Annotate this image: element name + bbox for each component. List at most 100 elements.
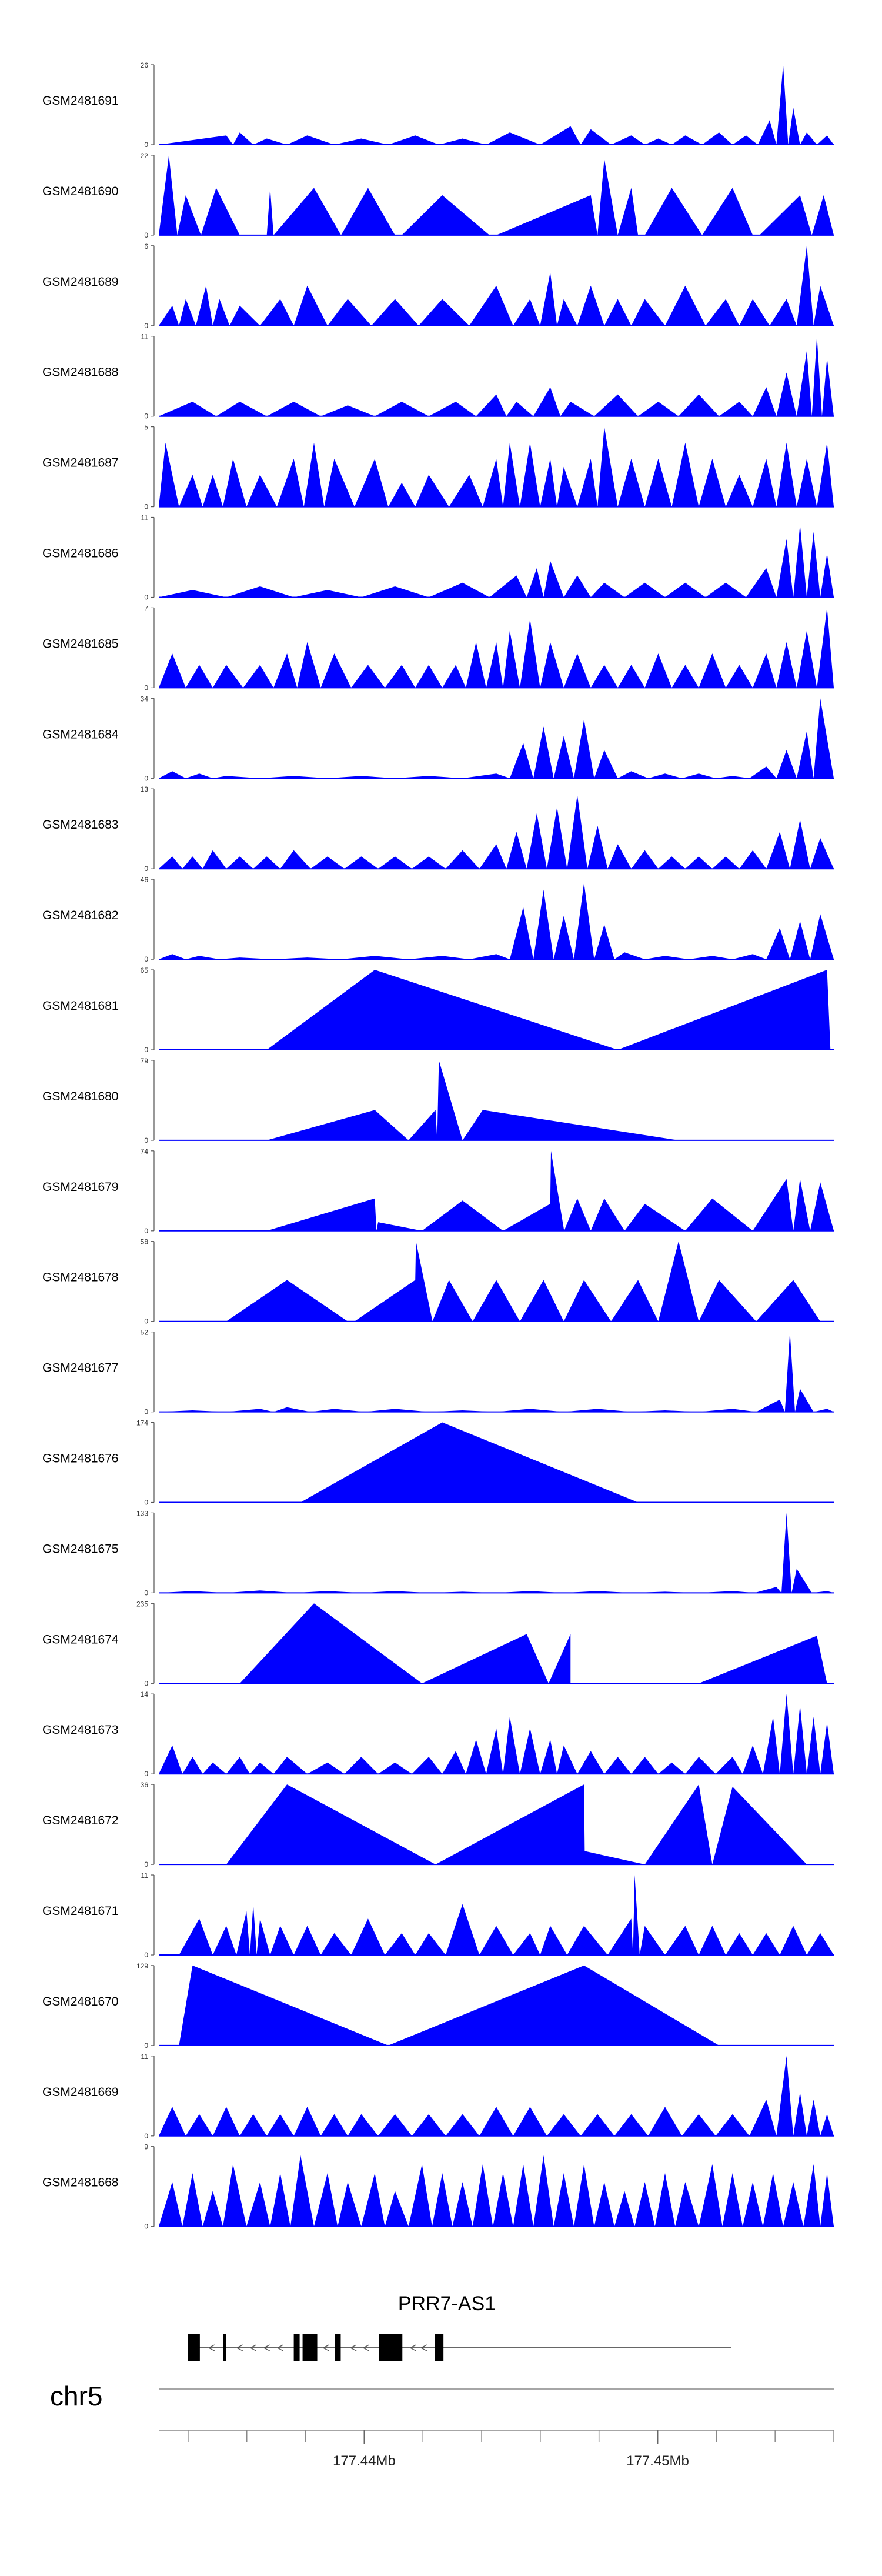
coverage-area <box>159 1875 834 1955</box>
coverage-area <box>159 1150 834 1231</box>
track-label: GSM2481690 <box>42 185 119 198</box>
y-tick-label-min: 0 <box>144 1408 148 1416</box>
track-label: GSM2481673 <box>42 1723 119 1737</box>
track-GSM2481688: GSM2481688 11 0 <box>42 333 834 421</box>
y-tick-label-max: 26 <box>141 61 149 69</box>
y-tick-label-max: 6 <box>144 242 148 251</box>
track-label: GSM2481670 <box>42 1995 119 2008</box>
track-label: GSM2481675 <box>42 1542 119 1556</box>
y-tick-label-min: 0 <box>144 1589 148 1597</box>
strand-chevron-icon <box>236 2344 243 2351</box>
track-label: GSM2481669 <box>42 2086 119 2099</box>
y-tick-label-max: 79 <box>141 1057 149 1065</box>
strand-chevron-icon <box>208 2344 215 2351</box>
strand-chevron-icon <box>362 2344 370 2351</box>
y-tick-label-min: 0 <box>144 1860 148 1868</box>
y-tick-label-min: 0 <box>144 1499 148 1507</box>
strand-chevron-icon <box>420 2344 427 2351</box>
track-label: GSM2481689 <box>42 275 119 289</box>
track-GSM2481691: GSM2481691 26 0 <box>42 61 834 149</box>
track-GSM2481676: GSM2481676 174 0 <box>42 1419 834 1507</box>
y-tick-label-min: 0 <box>144 503 148 511</box>
coverage-area <box>159 336 834 416</box>
y-tick-label-max: 129 <box>136 1962 148 1970</box>
coverage-area <box>159 524 834 598</box>
y-tick-label-min: 0 <box>144 1046 148 1054</box>
gene-exon <box>379 2334 403 2361</box>
track-GSM2481669: GSM2481669 11 0 <box>42 2053 834 2140</box>
y-tick-label-min: 0 <box>144 141 148 149</box>
track-label: GSM2481680 <box>42 1090 119 1103</box>
y-tick-label-max: 11 <box>141 333 149 341</box>
y-tick-label-max: 9 <box>144 2143 148 2151</box>
y-tick-label-max: 235 <box>136 1600 148 1608</box>
y-tick-label-max: 7 <box>144 604 148 612</box>
chromosome-label: chr5 <box>50 2381 102 2411</box>
track-GSM2481683: GSM2481683 13 0 <box>42 785 834 873</box>
y-tick-label-min: 0 <box>144 1136 148 1144</box>
track-label: GSM2481685 <box>42 637 119 650</box>
track-GSM2481670: GSM2481670 129 0 <box>42 1962 834 2050</box>
track-label: GSM2481668 <box>42 2176 119 2190</box>
coverage-area <box>159 1603 834 1684</box>
coverage-area <box>159 1694 834 1774</box>
coverage-area <box>159 1332 834 1412</box>
track-GSM2481690: GSM2481690 22 0 <box>42 152 834 239</box>
coverage-area <box>159 1965 834 2046</box>
y-tick-label-min: 0 <box>144 593 148 602</box>
gene-annotation-track: PRR7-AS1 <box>188 2293 731 2361</box>
strand-chevron-icon <box>249 2344 257 2351</box>
track-label: GSM2481682 <box>42 909 119 922</box>
track-GSM2481681: GSM2481681 65 0 <box>42 966 834 1054</box>
track-GSM2481675: GSM2481675 133 0 <box>42 1509 834 1597</box>
y-tick-label-max: 11 <box>141 2053 149 2061</box>
strand-chevron-icon <box>276 2344 283 2351</box>
y-tick-label-max: 74 <box>141 1147 149 1156</box>
coverage-tracks: GSM2481691260GSM2481690220GSM248168960GS… <box>42 61 834 2231</box>
coverage-area <box>159 1060 834 1140</box>
y-tick-label-min: 0 <box>144 1770 148 1778</box>
gene-name-label: PRR7-AS1 <box>398 2293 496 2315</box>
track-label: GSM2481686 <box>42 547 119 560</box>
coverage-area <box>159 245 834 326</box>
y-tick-label-min: 0 <box>144 231 148 239</box>
genome-axis: chr5 177.44Mb 177.45Mb <box>50 2381 834 2469</box>
coverage-area <box>159 608 834 688</box>
y-tick-label-min: 0 <box>144 683 148 692</box>
track-GSM2481680: GSM2481680 79 0 <box>42 1057 834 1144</box>
coverage-area <box>159 698 834 779</box>
y-tick-label-max: 5 <box>144 423 148 432</box>
track-label: GSM2481677 <box>42 1362 119 1375</box>
track-GSM2481674: GSM2481674 235 0 <box>42 1600 834 1687</box>
gene-exon <box>302 2334 318 2361</box>
y-tick-label-max: 13 <box>141 785 149 793</box>
track-label: GSM2481678 <box>42 1271 119 1284</box>
y-tick-label-min: 0 <box>144 1317 148 1326</box>
y-tick-label-max: 65 <box>141 966 149 975</box>
y-tick-label-min: 0 <box>144 774 148 782</box>
track-GSM2481685: GSM2481685 7 0 <box>42 604 834 692</box>
track-GSM2481672: GSM2481672 36 0 <box>42 1781 834 1868</box>
y-tick-label-min: 0 <box>144 2041 148 2050</box>
track-label: GSM2481679 <box>42 1180 119 1194</box>
y-tick-label-max: 133 <box>136 1509 148 1517</box>
track-GSM2481687: GSM2481687 5 0 <box>42 423 834 511</box>
track-label: GSM2481683 <box>42 818 119 832</box>
gene-exon <box>223 2334 226 2361</box>
coverage-area <box>159 795 834 869</box>
track-GSM2481689: GSM2481689 6 0 <box>42 242 834 330</box>
y-tick-label-max: 52 <box>141 1329 149 1337</box>
track-label: GSM2481684 <box>42 728 119 741</box>
strand-chevron-icon <box>409 2344 416 2351</box>
coverage-area <box>159 2056 834 2136</box>
y-tick-label-max: 36 <box>141 1781 149 1789</box>
track-GSM2481686: GSM2481686 11 0 <box>42 514 834 602</box>
coverage-area <box>159 1241 834 1322</box>
track-GSM2481678: GSM2481678 58 0 <box>42 1238 834 1326</box>
track-GSM2481682: GSM2481682 46 0 <box>42 876 834 963</box>
y-tick-label-min: 0 <box>144 955 148 963</box>
track-label: GSM2481691 <box>42 94 119 108</box>
y-tick-label-min: 0 <box>144 412 148 421</box>
coverage-area <box>159 1422 834 1503</box>
